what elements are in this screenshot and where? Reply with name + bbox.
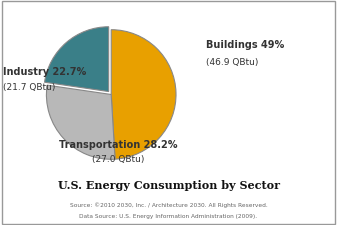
Wedge shape <box>44 27 109 92</box>
Wedge shape <box>47 85 115 159</box>
Text: Source: ©2010 2030, Inc. / Architecture 2030. All Rights Reserved.: Source: ©2010 2030, Inc. / Architecture … <box>70 202 267 208</box>
Text: (46.9 QBtu): (46.9 QBtu) <box>206 58 258 68</box>
Text: U.S. Energy Consumption by Sector: U.S. Energy Consumption by Sector <box>58 180 279 191</box>
Text: Buildings 49%: Buildings 49% <box>206 40 284 50</box>
Text: Industry 22.7%: Industry 22.7% <box>3 67 87 77</box>
Text: Transportation 28.2%: Transportation 28.2% <box>59 140 177 149</box>
Text: (21.7 QBtu): (21.7 QBtu) <box>3 83 56 92</box>
Wedge shape <box>111 30 176 159</box>
Text: Data Source: U.S. Energy Information Administration (2009).: Data Source: U.S. Energy Information Adm… <box>80 214 257 219</box>
Text: (27.0 QBtu): (27.0 QBtu) <box>92 155 144 164</box>
